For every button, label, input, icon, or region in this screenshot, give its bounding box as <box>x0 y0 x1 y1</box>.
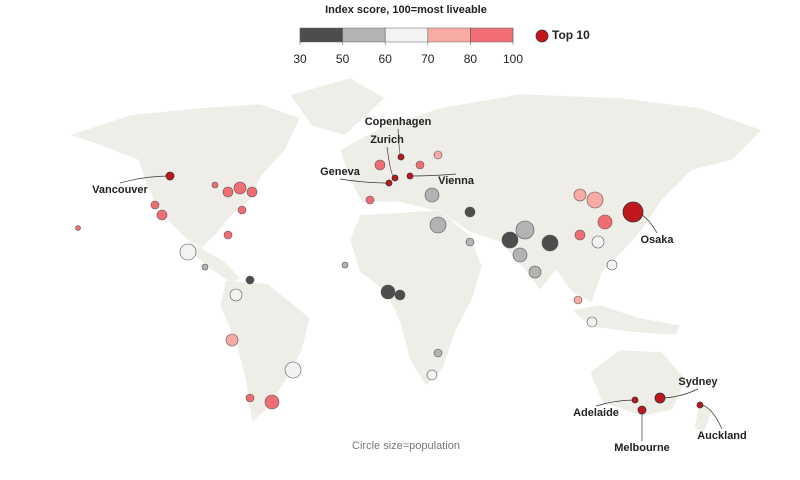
city-dot <box>380 284 396 300</box>
legend-swatch <box>470 27 514 43</box>
south-america <box>219 279 311 423</box>
city-dot <box>433 348 443 358</box>
city-dot <box>591 235 605 249</box>
city-dot <box>586 316 598 328</box>
city-dot <box>394 289 406 301</box>
north-america <box>69 103 301 251</box>
city-label: Vancouver <box>92 184 148 196</box>
city-dot <box>574 229 586 241</box>
land <box>69 77 763 433</box>
top-city-dot <box>397 153 405 161</box>
legend-tick-label: 60 <box>379 52 393 66</box>
city-dot <box>223 230 233 240</box>
top10-swatch <box>535 29 549 43</box>
city-label: Copenhagen <box>365 116 432 128</box>
city-dot <box>433 150 443 160</box>
legend-swatch <box>342 27 386 43</box>
city-dot <box>586 191 604 209</box>
city-label: Adelaide <box>573 407 619 419</box>
city-dot <box>201 263 209 271</box>
city-dot <box>374 159 386 171</box>
new-zealand <box>693 401 713 433</box>
city-dot <box>179 243 197 261</box>
city-dot <box>284 361 302 379</box>
leader-line <box>409 173 457 177</box>
top-city-dot <box>631 396 639 404</box>
city-dot <box>211 181 219 189</box>
top-city-dot <box>406 172 414 180</box>
top-city-dot <box>696 401 704 409</box>
city-label: Auckland <box>697 430 747 442</box>
top-city-dot <box>165 171 175 181</box>
city-dot <box>264 394 280 410</box>
city-dot <box>229 288 243 302</box>
city-label: Osaka <box>640 234 674 246</box>
top-city-dot <box>637 405 647 415</box>
city-dot <box>222 186 234 198</box>
city-dot <box>233 181 247 195</box>
city-dot <box>464 206 476 218</box>
city-dot <box>465 237 475 247</box>
city-dot <box>225 333 239 347</box>
central-america <box>187 239 241 285</box>
city-dot <box>245 393 255 403</box>
legend-tick-label: 80 <box>464 52 478 66</box>
legend-swatch <box>384 27 429 43</box>
africa <box>349 209 483 387</box>
legend: Index score, 100=most liveable 30 50 60 70 8… <box>293 4 590 66</box>
city-dot <box>429 216 447 234</box>
greenland <box>289 77 386 136</box>
city-dot <box>528 265 542 279</box>
legend-swatch <box>299 27 343 43</box>
city-label: Vienna <box>438 175 475 187</box>
city-dot <box>515 220 535 240</box>
city-dot <box>415 160 425 170</box>
footnote: Circle size=population <box>352 440 460 452</box>
city-dot <box>597 214 613 230</box>
city-label: Zurich <box>370 134 404 146</box>
leader-line <box>339 178 390 184</box>
city-dot <box>341 261 349 269</box>
city-dot <box>573 295 583 305</box>
legend-title: Index score, 100=most liveable <box>325 4 487 16</box>
city-dot <box>606 259 618 271</box>
city-dot <box>365 195 375 205</box>
legend-tick-label: 50 <box>336 52 350 66</box>
top-city-dot <box>622 201 644 223</box>
city-label: Sydney <box>678 376 718 388</box>
city-dot <box>541 234 559 252</box>
city-dot <box>512 247 528 263</box>
legend-tick-label: 30 <box>293 52 307 66</box>
city-dot <box>246 186 258 198</box>
city-dot <box>573 188 587 202</box>
city-dot <box>150 200 160 210</box>
city-dot <box>245 275 255 285</box>
city-label: Geneva <box>320 166 361 178</box>
indonesia <box>571 304 681 336</box>
top-cities: Vancouver Copenhagen Zurich Geneva Vienna Osa… <box>92 116 747 454</box>
city-dot <box>75 225 81 231</box>
city-dot <box>156 209 168 221</box>
city-dots <box>75 150 618 410</box>
legend-tick-label: 70 <box>421 52 435 66</box>
city-dot <box>424 187 440 203</box>
city-dot <box>501 231 519 249</box>
city-dot <box>426 369 438 381</box>
top-city-dot <box>654 392 666 404</box>
top-city-dot <box>385 179 393 187</box>
top-city-dot <box>391 174 399 182</box>
legend-swatch <box>427 27 471 43</box>
city-label: Melbourne <box>614 442 670 454</box>
top10-label: Top 10 <box>552 28 590 42</box>
city-dot <box>237 205 247 215</box>
legend-tick-label: 100 <box>503 52 523 66</box>
